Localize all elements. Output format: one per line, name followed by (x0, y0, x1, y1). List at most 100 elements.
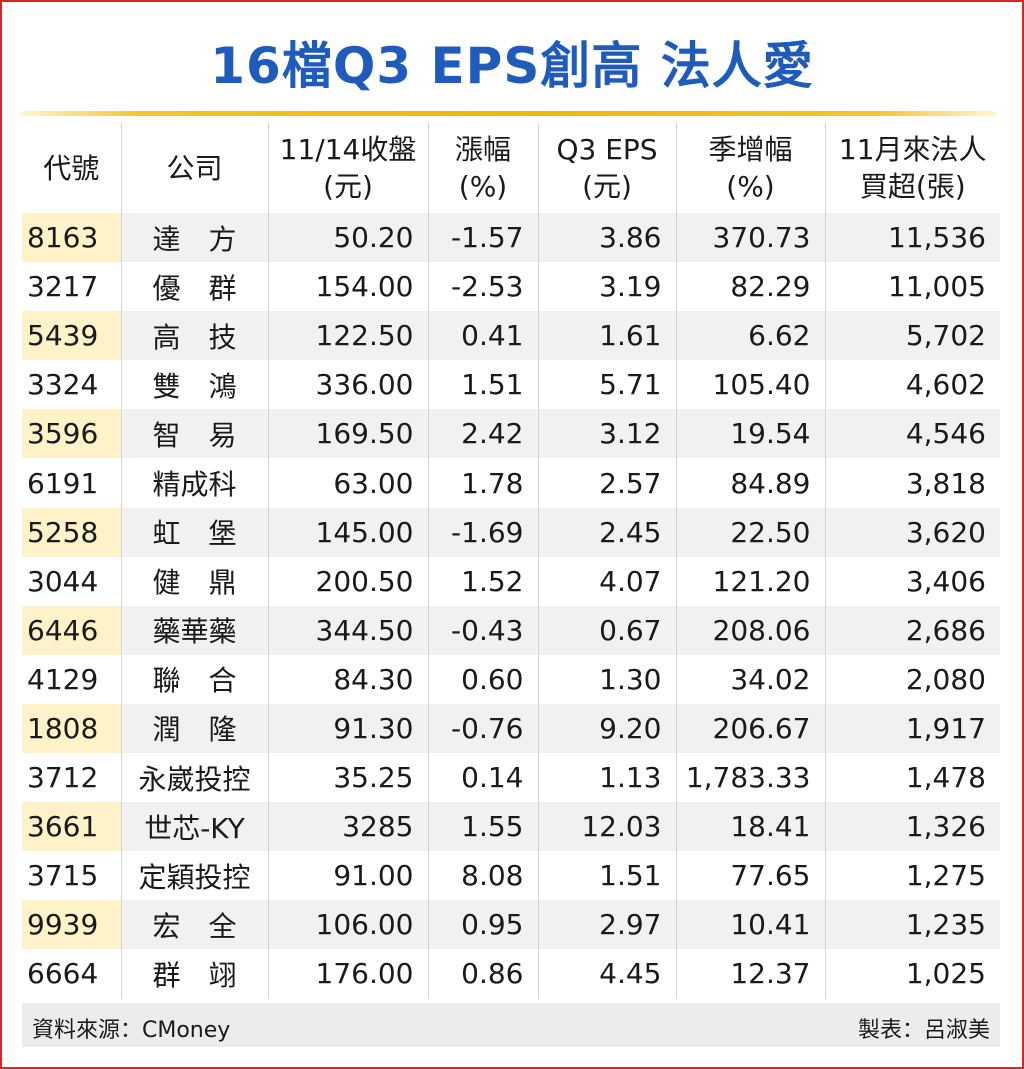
cell-net-buy: 1,235 (824, 900, 1000, 950)
table-row: 4129 聯 合 84.30 0.60 1.30 34.02 2,080 (22, 654, 1000, 704)
cell-net-buy: 11,005 (824, 262, 1000, 312)
cell-code: 9939 (22, 900, 121, 950)
cell-company: 健 鼎 (120, 556, 268, 606)
cell-change: 1.52 (427, 556, 538, 606)
source-note: 資料來源：CMoney (32, 1018, 231, 1043)
table-row: 9939 宏 全 106.00 0.95 2.97 10.41 1,235 (22, 900, 1000, 950)
header-close: 11/14收盤 (元) (267, 123, 428, 213)
table-row: 3217 優 群 154.00 -2.53 3.19 82.29 11,005 (22, 262, 1000, 312)
cell-qoq: 12.37 (675, 949, 825, 999)
cell-code: 3661 (22, 802, 121, 852)
table-body: 8163 達 方 50.20 -1.57 3.86 370.73 11,536 3217 優 群… (22, 213, 1000, 999)
cell-change: 1.55 (427, 802, 538, 852)
cell-eps: 3.86 (537, 213, 676, 263)
cell-qoq: 105.40 (675, 360, 825, 410)
cell-company: 永崴投控 (120, 753, 268, 803)
stock-table: 代號 公司 11/14收盤 (元) 漲幅 (%) Q3 EPS (元) 季增幅 (%) 11月來法人… (22, 123, 1000, 999)
cell-net-buy: 5,702 (824, 311, 1000, 361)
cell-change: 0.95 (427, 900, 538, 950)
cell-eps: 9.20 (537, 703, 676, 754)
cell-code: 3712 (27, 761, 99, 795)
cell-close: 50.20 (267, 213, 428, 263)
cell-eps: 5.71 (537, 360, 676, 410)
cell-company: 群 翊 (120, 949, 268, 999)
cell-close: 106.00 (267, 900, 428, 950)
cell-qoq: 82.29 (675, 262, 825, 312)
cell-eps: 1.61 (537, 311, 676, 361)
cell-code: 3324 (27, 368, 99, 402)
cell-code: 3596 (22, 409, 121, 459)
header-qoq: 季增幅 (%) (675, 123, 825, 213)
table-row: 5439 高 技 122.50 0.41 1.61 6.62 5,702 (22, 311, 1000, 361)
table-row: 6446 藥華藥 344.50 -0.43 0.67 208.06 2,686 (22, 605, 1000, 655)
header-qoq-line: 季增幅 (708, 133, 793, 166)
cell-change: -2.53 (427, 262, 538, 312)
cell-company: 雙 鴻 (120, 360, 268, 410)
cell-qoq: 208.06 (675, 605, 825, 655)
header-company-line: 公司 (166, 151, 223, 185)
cell-close: 35.25 (267, 753, 428, 803)
cell-qoq: 19.54 (675, 409, 825, 459)
cell-net-buy: 1,275 (824, 851, 1000, 901)
cell-net-buy: 1,478 (824, 753, 1000, 803)
table-row: 8163 達 方 50.20 -1.57 3.86 370.73 11,536 (22, 213, 1000, 263)
maker-note: 製表：呂淑美 (857, 1018, 990, 1043)
cell-qoq: 18.41 (675, 802, 825, 852)
cell-company: 藥華藥 (120, 605, 268, 655)
cell-code: 6191 (27, 466, 99, 500)
cell-change: -0.43 (427, 605, 538, 655)
cell-code: 5258 (22, 507, 121, 557)
cell-eps: 3.19 (537, 262, 676, 312)
cell-qoq: 84.89 (675, 458, 825, 508)
cell-close: 336.00 (267, 360, 428, 410)
table-row: 3596 智 易 169.50 2.42 3.12 19.54 4,546 (22, 409, 1000, 459)
cell-eps: 0.67 (537, 605, 676, 655)
cell-change: -0.76 (427, 703, 538, 754)
cell-code: 3217 (27, 270, 99, 304)
cell-change: 0.60 (427, 654, 538, 704)
cell-code: 3715 (27, 859, 99, 893)
cell-net-buy: 4,602 (824, 360, 1000, 410)
cell-company: 聯 合 (120, 654, 268, 704)
cell-qoq: 206.67 (675, 703, 825, 754)
cell-close: 145.00 (267, 507, 428, 557)
cell-code: 3044 (27, 564, 99, 598)
header-net-buy-line: 買超(張) (859, 170, 966, 203)
cell-qoq: 22.50 (675, 507, 825, 557)
cell-company: 潤 隆 (120, 703, 268, 754)
cell-eps: 1.13 (537, 753, 676, 803)
header-company: 公司 (120, 123, 268, 213)
cell-close: 84.30 (267, 654, 428, 704)
cell-eps: 4.45 (537, 949, 676, 999)
table-row: 3044 健 鼎 200.50 1.52 4.07 121.20 3,406 (22, 556, 1000, 606)
cell-close: 91.00 (267, 851, 428, 901)
cell-code: 6664 (27, 957, 99, 991)
cell-company: 高 技 (120, 311, 268, 361)
cell-net-buy: 2,686 (824, 605, 1000, 655)
footer-bar: 資料來源：CMoney 製表：呂淑美 (22, 1003, 1000, 1047)
cell-code: 6446 (22, 605, 121, 655)
cell-code: 5439 (22, 311, 121, 361)
cell-change: 8.08 (427, 851, 538, 901)
cell-qoq: 1,783.33 (675, 753, 825, 803)
cell-eps: 3.12 (537, 409, 676, 459)
cell-qoq: 34.02 (675, 654, 825, 704)
cell-close: 200.50 (267, 556, 428, 606)
header-net-buy: 11月來法人 買超(張) (824, 123, 1000, 213)
cell-close: 154.00 (267, 262, 428, 312)
header-close-line: (元) (323, 170, 373, 203)
cell-eps: 4.07 (537, 556, 676, 606)
cell-qoq: 10.41 (675, 900, 825, 950)
header-eps-line: Q3 EPS (556, 133, 658, 166)
header-eps: Q3 EPS (元) (537, 123, 676, 213)
header-close-line: 11/14收盤 (279, 133, 417, 166)
cell-close: 122.50 (267, 311, 428, 361)
title-underline (20, 111, 996, 116)
cell-net-buy: 11,536 (824, 213, 1000, 263)
cell-net-buy: 1,326 (824, 802, 1000, 852)
cell-company: 優 群 (120, 262, 268, 312)
cell-code: 1808 (22, 703, 121, 754)
cell-qoq: 121.20 (675, 556, 825, 606)
table-row: 6664 群 翊 176.00 0.86 4.45 12.37 1,025 (22, 949, 1000, 999)
